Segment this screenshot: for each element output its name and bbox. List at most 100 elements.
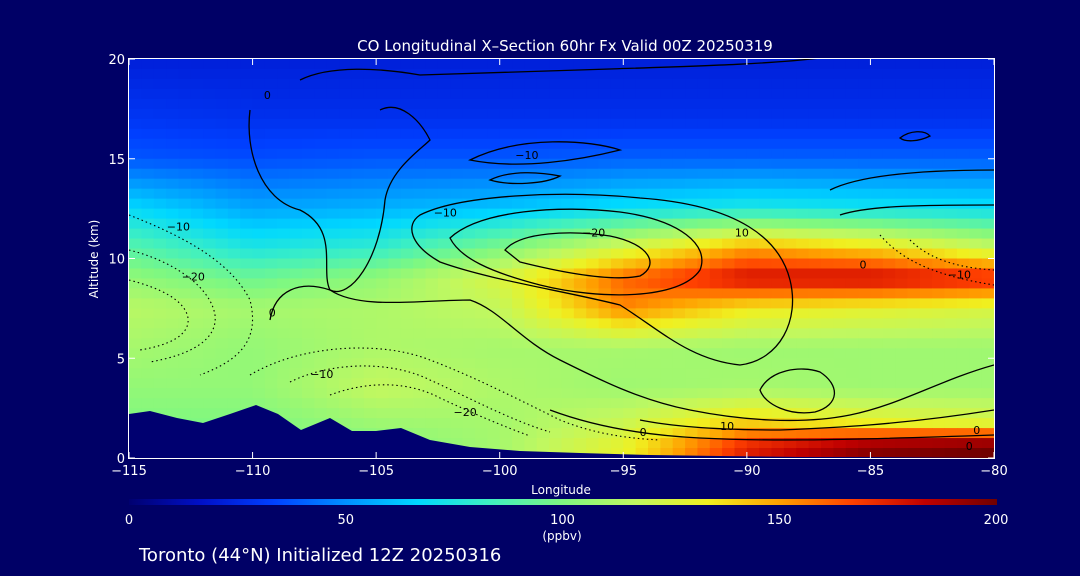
- heatmap-cell: [536, 238, 550, 250]
- heatmap-cell: [907, 308, 921, 319]
- heatmap-cell: [833, 298, 847, 309]
- heatmap-cell: [771, 168, 785, 180]
- heatmap-cell: [895, 418, 909, 429]
- heatmap-cell: [808, 198, 822, 210]
- heatmap-cell: [586, 98, 600, 110]
- heatmap-cell: [475, 208, 488, 220]
- heatmap-cell: [264, 368, 278, 379]
- heatmap-cell: [833, 178, 847, 190]
- heatmap-cell: [821, 318, 834, 329]
- heatmap-cell: [858, 398, 872, 409]
- heatmap-cell: [376, 318, 390, 329]
- heatmap-cell: [215, 318, 229, 329]
- heatmap-cell: [944, 68, 958, 80]
- heatmap-cell: [277, 148, 291, 160]
- heatmap-cell: [376, 98, 390, 110]
- heatmap-cell: [339, 338, 353, 349]
- heatmap-cell: [858, 208, 872, 220]
- heatmap-cell: [499, 308, 513, 319]
- heatmap-cell: [499, 398, 513, 409]
- heatmap-cell: [351, 188, 365, 200]
- heatmap-cell: [487, 368, 501, 379]
- heatmap-cell: [697, 278, 711, 290]
- heatmap-cell: [598, 128, 612, 140]
- heatmap-cell: [870, 428, 884, 439]
- heatmap-cell: [882, 308, 896, 319]
- heatmap-cell: [314, 248, 328, 260]
- heatmap-cell: [302, 348, 315, 359]
- heatmap-cell: [190, 318, 204, 329]
- heatmap-cell: [783, 388, 797, 399]
- heatmap-cell: [969, 78, 983, 90]
- heatmap-cell: [129, 118, 142, 130]
- heatmap-cell: [141, 358, 155, 369]
- heatmap-cell: [697, 428, 711, 439]
- heatmap-cell: [685, 338, 699, 349]
- heatmap-cell: [437, 98, 451, 110]
- heatmap-cell: [635, 88, 649, 100]
- heatmap-cell: [141, 288, 155, 299]
- heatmap-cell: [672, 168, 686, 180]
- heatmap-cell: [685, 448, 699, 458]
- heatmap-cell: [363, 108, 377, 120]
- heatmap-cell: [289, 198, 303, 210]
- heatmap-cell: [203, 298, 217, 309]
- heatmap-cell: [746, 348, 760, 359]
- heatmap-cell: [845, 148, 859, 160]
- heatmap-cell: [166, 308, 180, 319]
- heatmap-cell: [240, 328, 254, 339]
- heatmap-cell: [697, 238, 711, 250]
- heatmap-cell: [672, 258, 686, 270]
- heatmap-cell: [215, 238, 229, 250]
- heatmap-cell: [598, 158, 612, 170]
- heatmap-cell: [610, 318, 624, 329]
- heatmap-cell: [561, 438, 575, 449]
- heatmap-cell: [648, 358, 661, 369]
- heatmap-cell: [956, 168, 970, 180]
- heatmap-cell: [215, 308, 229, 319]
- heatmap-cell: [858, 128, 872, 140]
- heatmap-cell: [610, 278, 624, 290]
- heatmap-cell: [734, 298, 748, 309]
- heatmap-cell: [129, 108, 142, 120]
- heatmap-cell: [425, 378, 439, 389]
- heatmap-cell: [326, 68, 340, 80]
- heatmap-cell: [413, 78, 427, 90]
- heatmap-cell: [339, 208, 353, 220]
- heatmap-cell: [363, 388, 377, 399]
- heatmap-cell: [203, 388, 217, 399]
- heatmap-cell: [277, 158, 291, 170]
- heatmap-cell: [302, 258, 315, 270]
- heatmap-cell: [734, 98, 748, 110]
- heatmap-cell: [919, 348, 933, 359]
- heatmap-cell: [376, 408, 390, 419]
- heatmap-cell: [845, 218, 859, 230]
- heatmap-cell: [314, 338, 328, 349]
- heatmap-cell: [870, 118, 884, 130]
- heatmap-cell: [882, 208, 896, 220]
- heatmap-cell: [475, 378, 488, 389]
- heatmap-cell: [969, 398, 983, 409]
- heatmap-cell: [264, 278, 278, 290]
- heatmap-cell: [388, 338, 402, 349]
- heatmap-cell: [487, 378, 501, 389]
- heatmap-cell: [561, 98, 575, 110]
- heatmap-cell: [462, 88, 476, 100]
- heatmap-cell: [314, 318, 328, 329]
- heatmap-cell: [153, 118, 167, 130]
- heatmap-cell: [635, 98, 649, 110]
- heatmap-cell: [709, 238, 723, 250]
- heatmap-cell: [252, 158, 266, 170]
- colorbar-ticks: 0 50 100 150 200: [125, 513, 1009, 528]
- heatmap-cell: [783, 258, 797, 270]
- heatmap-cell: [573, 408, 587, 419]
- heatmap-cell: [610, 158, 624, 170]
- heatmap-cell: [672, 398, 686, 409]
- heatmap-cell: [536, 338, 550, 349]
- heatmap-cell: [166, 388, 180, 399]
- heatmap-cell: [635, 338, 649, 349]
- heatmap-cell: [450, 238, 464, 250]
- heatmap-cell: [759, 448, 773, 458]
- heatmap-cell: [944, 228, 958, 240]
- heatmap-cell: [870, 248, 884, 260]
